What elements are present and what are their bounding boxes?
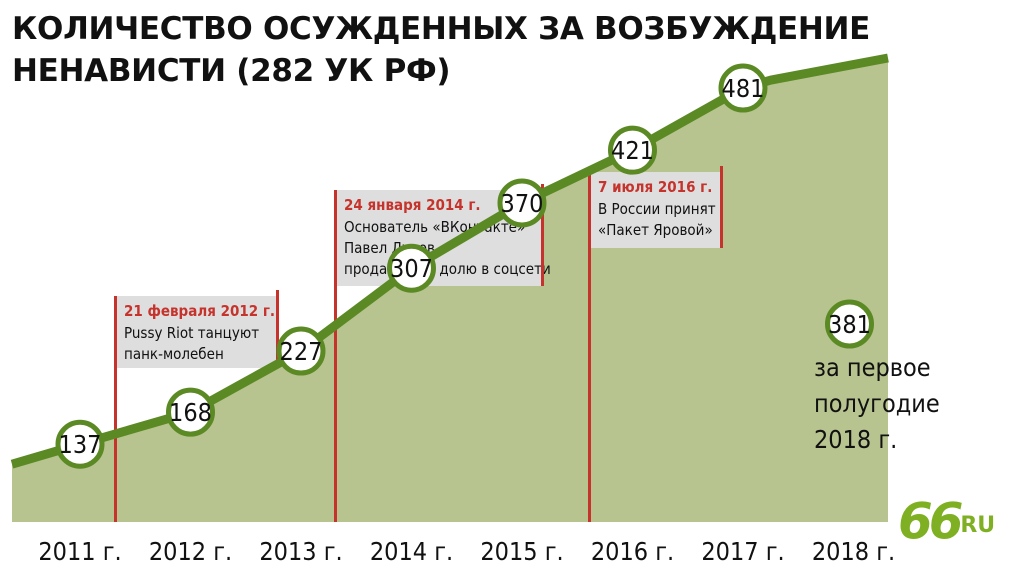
annotation-2016-line-1: В России принят — [598, 200, 716, 218]
data-point: 227 — [276, 326, 326, 376]
annotation-2016-date: 7 июля 2016 г. — [598, 178, 712, 196]
data-point-label: 307 — [390, 254, 433, 283]
data-point: 421 — [608, 125, 657, 175]
logo-66: 66 — [898, 492, 963, 548]
chart-title: КОЛИЧЕСТВО ОСУЖДЕННЫХ ЗА ВОЗБУЖДЕНИЕ НЕН… — [12, 11, 871, 89]
data-point-circle — [166, 387, 215, 437]
data-point: 168 — [166, 387, 215, 437]
logo-ru: .RU — [952, 513, 995, 538]
annotation-2012-date: 21 февраля 2012 г. — [124, 302, 275, 320]
annotation-2016-line-2: «Пакет Яровой» — [598, 221, 713, 239]
data-point-circle — [387, 243, 436, 293]
bubble-2018-label: 381 — [828, 310, 871, 339]
annotation-2016-box — [588, 172, 723, 248]
x-tick-label: 2015 г. — [480, 537, 563, 566]
annotation-2016: 7 июля 2016 г. В России принят «Пакет Яр… — [588, 166, 723, 522]
data-point-label: 227 — [280, 337, 323, 366]
x-tick-label: 2013 г. — [259, 537, 342, 566]
partial-note-line-1: за первое — [814, 353, 931, 382]
annotation-2014-date: 24 января 2014 г. — [344, 196, 481, 214]
annotation-2012-line-1: Pussy Riot танцуют — [124, 324, 259, 342]
x-tick-label: 2016 г. — [591, 537, 674, 566]
bubble-2018-circle — [825, 299, 874, 349]
data-point: 137 — [55, 419, 105, 469]
data-point-circle — [55, 419, 105, 469]
partial-note-line-2: полугодие — [814, 389, 940, 418]
partial-note-line-3: 2018 г. — [814, 425, 897, 454]
annotation-2014-line-3: продал свою долю в соцсети — [344, 260, 551, 278]
data-point-circle — [276, 326, 326, 376]
site-logo: 66 .RU — [898, 492, 995, 548]
bubble-2018-partial: 381 за первое полугодие 2018 г. — [814, 299, 940, 454]
x-tick-label: 2011 г. — [38, 537, 121, 566]
data-point: 481 — [718, 63, 768, 113]
data-point-circle — [497, 178, 547, 228]
annotation-2012-box — [114, 296, 279, 368]
data-point: 307 — [387, 243, 436, 293]
data-point-label: 481 — [722, 74, 765, 103]
data-point-label: 137 — [59, 430, 102, 459]
x-tick-label: 2014 г. — [370, 537, 453, 566]
data-point-label: 168 — [169, 398, 212, 427]
annotation-2012-line-2: панк-молебен — [124, 345, 224, 363]
area-fill — [12, 58, 888, 522]
annotation-2012: 21 февраля 2012 г. Pussy Riot танцуют па… — [114, 290, 279, 522]
x-tick-label: 2017 г. — [701, 537, 784, 566]
data-point-circle — [608, 125, 657, 175]
data-point-circle — [718, 63, 768, 113]
data-point-label: 370 — [501, 189, 544, 218]
x-tick-label: 2018 г. — [812, 537, 895, 566]
data-point-label: 421 — [611, 136, 654, 165]
x-tick-label: 2012 г. — [149, 537, 232, 566]
data-point: 370 — [497, 178, 547, 228]
